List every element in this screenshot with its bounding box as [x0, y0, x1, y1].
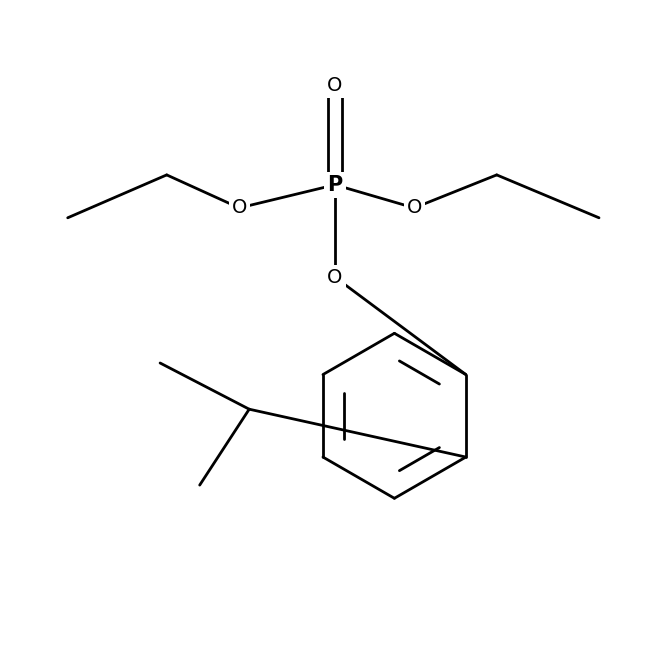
Text: O: O [328, 77, 342, 95]
Text: P: P [328, 175, 342, 195]
Text: O: O [328, 268, 342, 286]
Text: O: O [232, 199, 247, 217]
Text: O: O [407, 199, 422, 217]
